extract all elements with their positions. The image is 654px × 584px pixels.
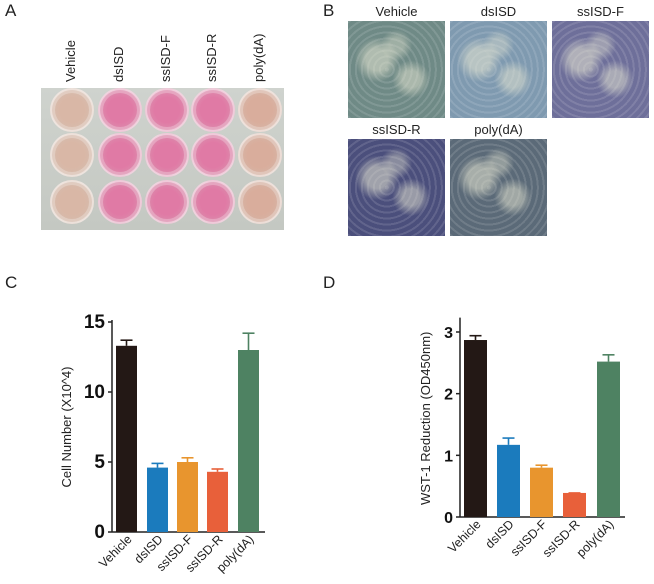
well	[50, 180, 94, 224]
well	[191, 88, 235, 132]
well	[238, 133, 282, 177]
micrograph-label: ssISD-R	[372, 122, 421, 137]
well	[98, 88, 142, 132]
bar	[597, 361, 620, 517]
panel-a-letter: A	[5, 1, 17, 20]
panel-b-letter: B	[323, 1, 335, 20]
panel-c-letter: C	[5, 273, 18, 292]
bar	[177, 462, 198, 532]
y-axis-label: WST-1 Reduction (OD450nm)	[418, 332, 433, 505]
x-tick-label: poly(dA)	[574, 517, 617, 560]
cell-number-bar-chart: 051015VehicledsISDssISD-FssISD-Rpoly(dA)…	[59, 312, 265, 575]
micrograph-label: Vehicle	[375, 4, 418, 19]
y-tick-label: 15	[84, 312, 106, 333]
plate-column-label: ssISD-F	[158, 35, 173, 82]
y-tick-label: 3	[444, 325, 453, 342]
well-plate-photo	[41, 88, 284, 230]
plate-column-label: dsISD	[111, 46, 126, 82]
well	[50, 133, 94, 177]
well	[191, 180, 235, 224]
bar	[530, 467, 553, 517]
well	[98, 180, 142, 224]
y-tick-label: 0	[444, 510, 453, 527]
well	[98, 133, 142, 177]
panel-d-letter: D	[323, 273, 336, 292]
y-tick-label: 1	[444, 448, 453, 465]
bar	[464, 340, 487, 517]
micrograph-image	[552, 21, 649, 118]
y-tick-label: 2	[444, 387, 453, 404]
well	[191, 133, 235, 177]
micrograph-image	[348, 21, 445, 118]
y-tick-label: 5	[94, 452, 105, 473]
y-tick-label: 0	[94, 522, 105, 543]
micrograph-label: dsISD	[480, 4, 517, 19]
bar	[116, 345, 137, 532]
bar	[147, 467, 168, 532]
micrograph-image	[450, 139, 547, 236]
bar	[497, 444, 520, 517]
micrograph-image	[450, 21, 547, 118]
bar	[563, 492, 586, 517]
plate-column-label: poly(dA)	[251, 33, 266, 82]
well	[145, 180, 189, 224]
micrograph-image	[348, 139, 445, 236]
micrograph-label: poly(dA)	[474, 122, 523, 137]
y-tick-label: 10	[84, 382, 105, 403]
bar	[207, 471, 228, 532]
well	[50, 88, 94, 132]
well	[238, 180, 282, 224]
plate-column-label: Vehicle	[63, 40, 78, 82]
bar	[238, 350, 259, 532]
well	[145, 88, 189, 132]
plate-column-label: ssISD-R	[204, 33, 219, 82]
y-axis-label: Cell Number (X10^4)	[59, 367, 74, 488]
micrograph-label: ssISD-F	[577, 4, 624, 19]
well	[238, 88, 282, 132]
well	[145, 133, 189, 177]
